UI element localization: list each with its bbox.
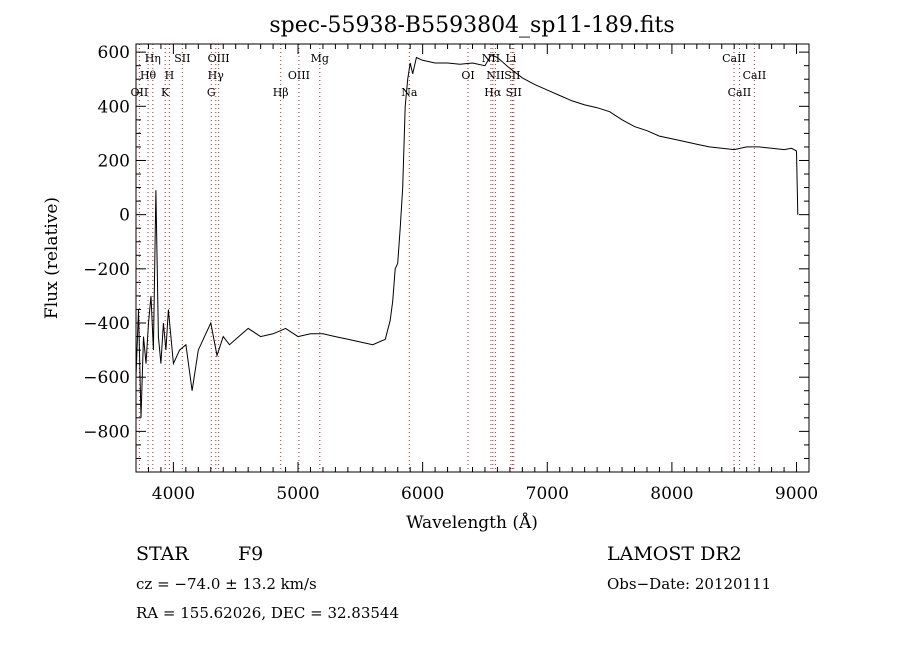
y-tick-label: −800 bbox=[83, 422, 130, 442]
y-tick-label: 600 bbox=[98, 43, 130, 63]
spectral-line-label: CaII bbox=[728, 86, 752, 99]
spectral-line-label: G bbox=[207, 86, 216, 99]
spectral-line-label: SII bbox=[174, 52, 190, 65]
x-tick-label: 8000 bbox=[650, 484, 693, 504]
x-tick-label: 9000 bbox=[775, 484, 818, 504]
spectral-line-label: Hγ bbox=[208, 69, 225, 82]
line-markers bbox=[138, 44, 755, 472]
spectral-line-label: CaII bbox=[743, 69, 767, 82]
object-subclass: F9 bbox=[238, 543, 263, 565]
spectral-line-label: SII bbox=[506, 86, 522, 99]
spectral-line-label: OI bbox=[461, 69, 474, 82]
spectral-line-label: Hη bbox=[145, 52, 161, 65]
y-tick-label: 200 bbox=[98, 151, 130, 171]
spectral-line-label: SII bbox=[504, 69, 520, 82]
spectral-line-label: NII bbox=[482, 52, 500, 65]
y-tick-label: 0 bbox=[119, 206, 130, 226]
spectral-line-label: Hα bbox=[484, 86, 502, 99]
spectral-line-label: K bbox=[161, 86, 170, 99]
chart-title: spec-55938-B5593804_sp11-189.fits bbox=[269, 13, 674, 38]
x-axis-label: Wavelength (Å) bbox=[406, 512, 538, 533]
x-tick-label: 7000 bbox=[526, 484, 569, 504]
spectral-line-label: Li bbox=[505, 52, 516, 65]
x-axis: 4000 5000 6000 7000 8000 9000 bbox=[135, 44, 818, 504]
spectral-line-label: H bbox=[165, 69, 175, 82]
y-tick-label: 400 bbox=[98, 97, 130, 117]
plot-frame bbox=[135, 43, 810, 473]
spectral-line-label: NII bbox=[486, 69, 504, 82]
spectral-line-label: CaII bbox=[722, 52, 746, 65]
y-tick-label: −600 bbox=[83, 368, 130, 388]
spectral-line-label: Hβ bbox=[273, 86, 289, 99]
observation-date: Obs−Date: 20120111 bbox=[607, 575, 771, 593]
spectrum-series-line bbox=[135, 54, 799, 418]
coordinates: RA = 155.62026, DEC = 32.83544 bbox=[136, 604, 399, 622]
y-axis: −800 −600 −400 −200 0 200 400 600 bbox=[83, 43, 809, 459]
y-axis-label: Flux (relative) bbox=[42, 197, 62, 319]
x-tick-label: 4000 bbox=[152, 484, 195, 504]
survey-name: LAMOST DR2 bbox=[607, 543, 742, 565]
redshift-cz: cz = −74.0 ± 13.2 km/s bbox=[136, 575, 317, 593]
spectral-line-label: Mg bbox=[311, 52, 329, 65]
object-class: STAR bbox=[136, 543, 189, 565]
spectral-line-label: OIII bbox=[288, 69, 310, 82]
y-tick-label: −400 bbox=[83, 314, 130, 334]
y-tick-label: −200 bbox=[83, 260, 130, 280]
x-tick-label: 6000 bbox=[401, 484, 444, 504]
x-tick-label: 5000 bbox=[276, 484, 319, 504]
spectral-line-label: Na bbox=[401, 86, 418, 99]
spectral-line-label: Hθ bbox=[140, 69, 157, 82]
spectral-line-label: OIII bbox=[208, 52, 230, 65]
